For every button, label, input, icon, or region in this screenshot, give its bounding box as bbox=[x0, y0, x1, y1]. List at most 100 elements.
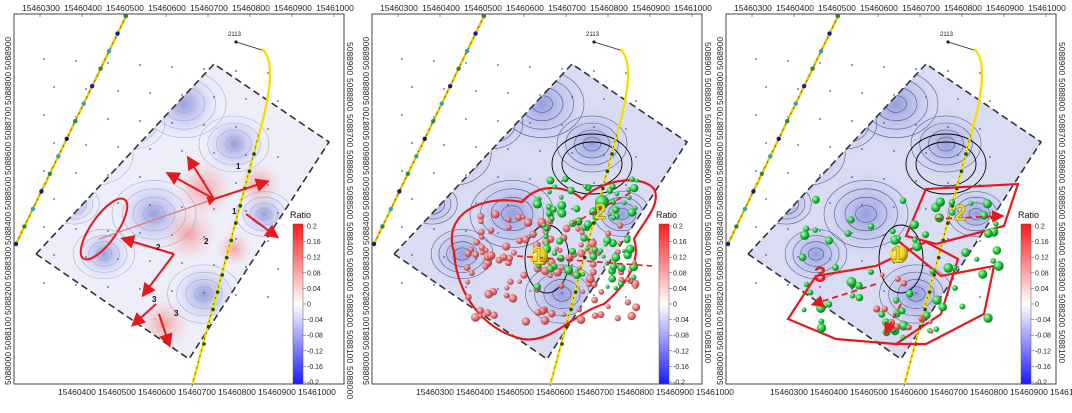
event-green bbox=[591, 246, 599, 253]
well-point bbox=[43, 170, 45, 172]
well-point bbox=[625, 184, 627, 186]
contour-line bbox=[915, 141, 977, 187]
event-green bbox=[603, 242, 608, 247]
well-point bbox=[947, 238, 949, 240]
right-tick-label: 5088400 bbox=[703, 222, 713, 255]
wellhead-leader bbox=[947, 41, 975, 51]
event-green bbox=[574, 217, 583, 226]
perforation-stage bbox=[946, 221, 950, 225]
well-point bbox=[139, 120, 141, 122]
event-red bbox=[591, 296, 599, 304]
event-green bbox=[825, 300, 833, 308]
well-point bbox=[53, 142, 55, 144]
contour-line bbox=[224, 136, 244, 152]
well-label: 2113 bbox=[586, 32, 600, 38]
stimulated-volume-outline bbox=[450, 179, 657, 341]
event-red bbox=[473, 238, 481, 246]
contour-line bbox=[834, 188, 898, 240]
contour-line bbox=[823, 180, 909, 248]
well-point bbox=[787, 284, 789, 286]
right-tick-label: 5088400 bbox=[345, 222, 355, 255]
event-red bbox=[483, 309, 492, 317]
well-point bbox=[235, 294, 237, 296]
event-red bbox=[605, 230, 612, 237]
colorbar-gradient bbox=[658, 223, 670, 385]
bottom-tick-label: 15461000 bbox=[1050, 387, 1072, 397]
left-tick-label: 5088600 bbox=[715, 142, 725, 175]
zone-label-1: 1 bbox=[891, 242, 903, 267]
left-tick-label: 5088000 bbox=[361, 352, 371, 385]
well-point bbox=[861, 260, 863, 262]
well-point bbox=[893, 150, 895, 152]
event-red bbox=[547, 273, 553, 279]
event-red bbox=[491, 210, 500, 219]
flow-arrow bbox=[245, 213, 280, 239]
event-red bbox=[614, 315, 621, 322]
zone-label-3: 3 bbox=[814, 262, 826, 287]
event-red bbox=[478, 244, 486, 251]
perforation-stage bbox=[397, 189, 402, 194]
wellbore-main bbox=[190, 48, 272, 387]
perforation-stage bbox=[447, 83, 453, 89]
event-red bbox=[510, 249, 517, 256]
event-green bbox=[846, 277, 857, 287]
well-point bbox=[925, 208, 927, 210]
left-tick-label: 5088700 bbox=[361, 107, 371, 140]
well-point bbox=[989, 100, 991, 102]
perforation-stage bbox=[734, 224, 739, 229]
well-point bbox=[861, 204, 863, 206]
event-red bbox=[482, 263, 489, 270]
event-green bbox=[855, 293, 864, 302]
perforation-stage bbox=[810, 66, 815, 71]
event-green bbox=[993, 221, 999, 227]
well-point bbox=[401, 226, 403, 228]
bottom-tick-label: 15460500 bbox=[98, 387, 136, 397]
event-green bbox=[961, 248, 971, 257]
bottom-tick-label: 15460600 bbox=[536, 387, 574, 397]
right-tick-label: 5088200 bbox=[703, 294, 713, 327]
top-tick-label: 15460500 bbox=[464, 3, 502, 13]
perforation-stage bbox=[431, 119, 436, 124]
perforation-stage bbox=[30, 206, 36, 212]
well-number-grid bbox=[755, 58, 991, 298]
colorbar-tick-label: -0.2 bbox=[1035, 380, 1047, 387]
well-point bbox=[277, 100, 279, 102]
top-tick-label: 15460800 bbox=[232, 3, 270, 13]
event-green bbox=[900, 334, 906, 340]
well-point bbox=[861, 148, 863, 150]
event-green bbox=[889, 228, 896, 235]
well-point bbox=[893, 94, 895, 96]
perforation-stage bbox=[39, 189, 44, 194]
well-point bbox=[625, 296, 627, 298]
event-red bbox=[479, 234, 485, 240]
zone-label-2: 2 bbox=[954, 200, 966, 225]
colorbar-tick-label: -0.16 bbox=[307, 364, 323, 371]
colorbar-title: Ratio bbox=[656, 210, 677, 220]
event-green bbox=[563, 265, 574, 275]
event-red bbox=[505, 224, 512, 231]
perforation-stage bbox=[252, 152, 256, 156]
colorbar-tick-label: 0.12 bbox=[673, 255, 687, 262]
right-tick-label: 5088100 bbox=[345, 330, 355, 363]
bottom-tick-label: 15460400 bbox=[58, 387, 96, 397]
well-point bbox=[861, 92, 863, 94]
event-green bbox=[811, 195, 820, 204]
event-green bbox=[621, 248, 626, 254]
event-green bbox=[627, 208, 637, 217]
well-point bbox=[593, 70, 595, 72]
flow-arrow bbox=[935, 210, 1005, 223]
event-red bbox=[590, 280, 598, 288]
event-green bbox=[631, 274, 637, 280]
event-green bbox=[550, 206, 558, 213]
well-point bbox=[497, 176, 499, 178]
right-tick-label: 5088400 bbox=[1057, 222, 1067, 255]
top-tick-label: 15461000 bbox=[1028, 3, 1066, 13]
well-point bbox=[957, 98, 959, 100]
perforation-stage bbox=[247, 169, 252, 174]
perforation-stage bbox=[405, 171, 411, 177]
flow-arrow bbox=[810, 283, 877, 308]
well-point bbox=[245, 98, 247, 100]
event-red bbox=[520, 214, 526, 220]
